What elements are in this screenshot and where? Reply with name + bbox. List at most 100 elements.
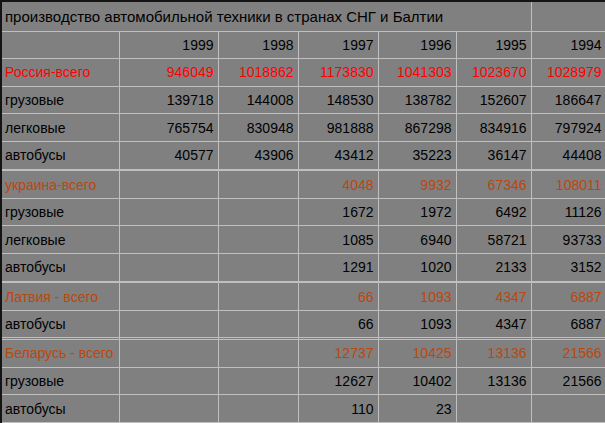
cell-r5-c2[interactable]: 4048 — [298, 171, 378, 199]
cell-r0-c5[interactable]: 1028979 — [531, 59, 605, 87]
cell-r2-c2[interactable]: 981888 — [298, 114, 378, 142]
cell-r0-c4[interactable]: 1023670 — [456, 59, 531, 87]
year-header-1998[interactable]: 1998 — [218, 31, 298, 59]
cell-r7-c1[interactable] — [218, 226, 298, 254]
cell-r13-c1[interactable] — [218, 340, 298, 368]
cell-r5-c3[interactable]: 9932 — [378, 171, 456, 199]
cell-r5-c4[interactable]: 67346 — [456, 171, 531, 199]
cell-r0-c0[interactable]: 946049 — [119, 59, 218, 87]
cell-r3-c2[interactable]: 43412 — [298, 141, 378, 169]
cell-r6-c2[interactable]: 1672 — [298, 198, 378, 226]
cell-r5-c0[interactable] — [119, 171, 218, 199]
cell-r11-c5[interactable]: 6887 — [531, 310, 605, 338]
cell-r8-c1[interactable] — [218, 254, 298, 282]
cell-r7-c2[interactable]: 1085 — [298, 226, 378, 254]
cell-r11-c0[interactable] — [119, 310, 218, 338]
cell-r13-c0[interactable] — [119, 340, 218, 368]
cell-r7-c0[interactable] — [119, 226, 218, 254]
cell-r1-c3[interactable]: 138782 — [378, 86, 456, 114]
cell-r7-c3[interactable]: 6940 — [378, 226, 456, 254]
cell-r6-c5[interactable]: 11126 — [531, 198, 605, 226]
row-label[interactable]: грузовые — [1, 367, 119, 395]
row-label[interactable]: Беларусь - всего — [1, 340, 119, 368]
year-header-1999[interactable]: 1999 — [119, 31, 218, 59]
row-label[interactable]: автобусы — [1, 141, 119, 169]
row-label[interactable]: автобусы — [1, 254, 119, 282]
cell-r0-c2[interactable]: 1173830 — [298, 59, 378, 87]
cell-r14-c0[interactable] — [119, 367, 218, 395]
sheet-title[interactable]: производство автомобильной техники в стр… — [1, 1, 531, 31]
year-header-1995[interactable]: 1995 — [456, 31, 531, 59]
cell-r2-c5[interactable]: 797924 — [531, 114, 605, 142]
cell-r15-c1[interactable] — [218, 395, 298, 423]
cell-r6-c0[interactable] — [119, 198, 218, 226]
title-empty-cell[interactable] — [531, 1, 605, 31]
cell-r1-c5[interactable]: 186647 — [531, 86, 605, 114]
row-label[interactable]: грузовые — [1, 86, 119, 114]
row-label[interactable]: легковые — [1, 226, 119, 254]
cell-r15-c3[interactable]: 23 — [378, 395, 456, 423]
cell-r8-c2[interactable]: 1291 — [298, 254, 378, 282]
cell-r8-c0[interactable] — [119, 254, 218, 282]
year-header-1997[interactable]: 1997 — [298, 31, 378, 59]
row-label[interactable]: автобусы — [1, 395, 119, 423]
cell-r8-c5[interactable]: 3152 — [531, 254, 605, 282]
cell-r13-c5[interactable]: 21566 — [531, 340, 605, 368]
header-empty-cell[interactable] — [1, 31, 119, 59]
row-label[interactable]: Россия-всего — [1, 59, 119, 87]
cell-r10-c5[interactable]: 6887 — [531, 283, 605, 311]
cell-r3-c4[interactable]: 36147 — [456, 141, 531, 169]
cell-r5-c1[interactable] — [218, 171, 298, 199]
cell-r3-c5[interactable]: 44408 — [531, 141, 605, 169]
cell-r14-c5[interactable]: 21566 — [531, 367, 605, 395]
cell-r10-c2[interactable]: 66 — [298, 283, 378, 311]
cell-r14-c1[interactable] — [218, 367, 298, 395]
cell-r8-c4[interactable]: 2133 — [456, 254, 531, 282]
row-label[interactable]: автобусы — [1, 310, 119, 338]
cell-r14-c3[interactable]: 10402 — [378, 367, 456, 395]
row-label[interactable]: легковые — [1, 114, 119, 142]
cell-r14-c2[interactable]: 12627 — [298, 367, 378, 395]
cell-r2-c1[interactable]: 830948 — [218, 114, 298, 142]
cell-r10-c1[interactable] — [218, 283, 298, 311]
cell-r6-c3[interactable]: 1972 — [378, 198, 456, 226]
cell-r11-c1[interactable] — [218, 310, 298, 338]
cell-r13-c2[interactable]: 12737 — [298, 340, 378, 368]
cell-r3-c1[interactable]: 43906 — [218, 141, 298, 169]
row-label[interactable]: Латвия - всего — [1, 283, 119, 311]
cell-r7-c4[interactable]: 58721 — [456, 226, 531, 254]
cell-r3-c3[interactable]: 35223 — [378, 141, 456, 169]
row-label[interactable]: украина-всего — [1, 171, 119, 199]
cell-r0-c1[interactable]: 1018862 — [218, 59, 298, 87]
cell-r1-c4[interactable]: 152607 — [456, 86, 531, 114]
cell-r8-c3[interactable]: 1020 — [378, 254, 456, 282]
cell-r15-c4[interactable] — [456, 395, 531, 423]
cell-r10-c4[interactable]: 4347 — [456, 283, 531, 311]
year-header-1994[interactable]: 1994 — [531, 31, 605, 59]
row-label[interactable]: грузовые — [1, 198, 119, 226]
year-header-1996[interactable]: 1996 — [378, 31, 456, 59]
cell-r10-c3[interactable]: 1093 — [378, 283, 456, 311]
cell-r2-c0[interactable]: 765754 — [119, 114, 218, 142]
cell-r1-c2[interactable]: 148530 — [298, 86, 378, 114]
cell-r2-c4[interactable]: 834916 — [456, 114, 531, 142]
cell-r7-c5[interactable]: 93733 — [531, 226, 605, 254]
cell-r10-c0[interactable] — [119, 283, 218, 311]
cell-r11-c2[interactable]: 66 — [298, 310, 378, 338]
cell-r6-c4[interactable]: 6492 — [456, 198, 531, 226]
cell-r15-c2[interactable]: 110 — [298, 395, 378, 423]
cell-r11-c4[interactable]: 4347 — [456, 310, 531, 338]
cell-r5-c5[interactable]: 108011 — [531, 171, 605, 199]
cell-r15-c0[interactable] — [119, 395, 218, 423]
cell-r14-c4[interactable]: 13136 — [456, 367, 531, 395]
cell-r13-c3[interactable]: 10425 — [378, 340, 456, 368]
cell-r1-c1[interactable]: 144008 — [218, 86, 298, 114]
cell-r15-c5[interactable] — [531, 395, 605, 423]
cell-r2-c3[interactable]: 867298 — [378, 114, 456, 142]
cell-r13-c4[interactable]: 13136 — [456, 340, 531, 368]
cell-r0-c3[interactable]: 1041303 — [378, 59, 456, 87]
cell-r3-c0[interactable]: 40577 — [119, 141, 218, 169]
cell-r1-c0[interactable]: 139718 — [119, 86, 218, 114]
cell-r6-c1[interactable] — [218, 198, 298, 226]
cell-r11-c3[interactable]: 1093 — [378, 310, 456, 338]
